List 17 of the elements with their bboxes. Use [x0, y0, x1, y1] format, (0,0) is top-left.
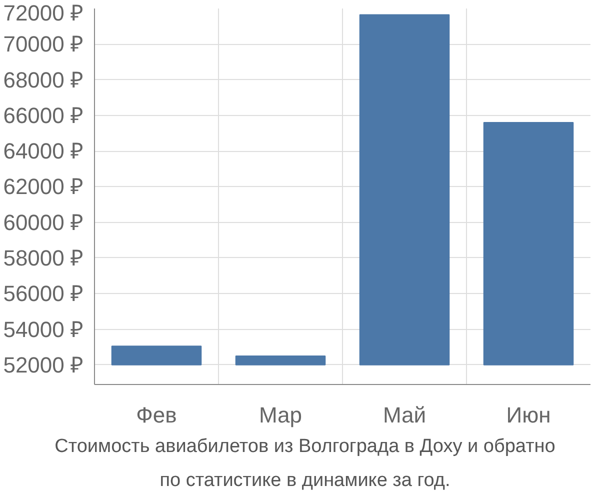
y-tick-label: 58000 ₽ — [3, 245, 84, 270]
y-tick-label: 52000 ₽ — [3, 352, 84, 378]
x-tick-label: Фев — [136, 402, 177, 428]
y-tick-label: 60000 ₽ — [3, 210, 84, 235]
y-tick-label: 56000 ₽ — [3, 281, 84, 306]
text: по статистике в динамике за год. — [160, 468, 450, 492]
y-tick-label: 62000 ₽ — [3, 174, 84, 200]
x-tick-label: Май — [382, 402, 426, 428]
x-tick-label: Июн — [506, 402, 551, 428]
y-tick-label: 64000 ₽ — [3, 138, 84, 164]
text: Стоимость авиабилетов из Волгограда в Доху и обратно — [54, 435, 556, 459]
y-tick-label: 72000 ₽ — [3, 0, 84, 26]
y-tick-label: 54000 ₽ — [3, 316, 84, 342]
y-tick-label: 66000 ₽ — [3, 102, 84, 128]
y-tick-label: 70000 ₽ — [3, 32, 84, 57]
x-tick-label: Мар — [258, 402, 302, 428]
y-tick-label: 68000 ₽ — [3, 67, 84, 92]
